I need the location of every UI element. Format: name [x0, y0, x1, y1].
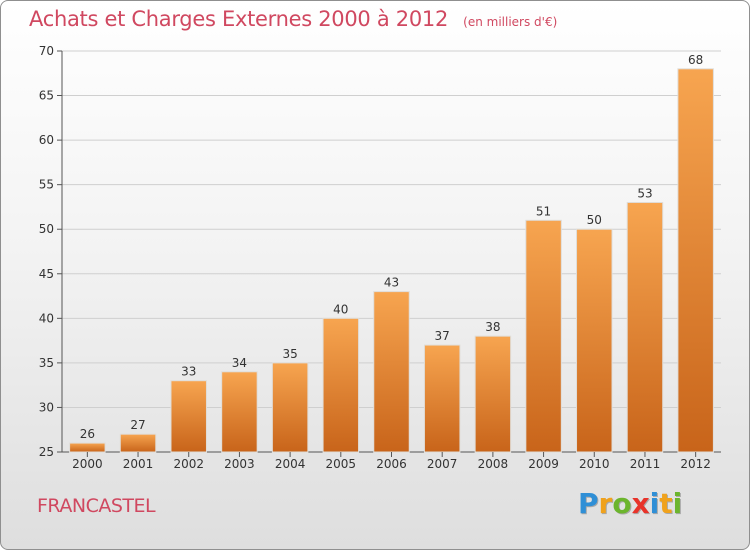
brand-logo: Proxiti [578, 487, 682, 520]
chart-unit-label: (en milliers d'€) [463, 15, 558, 29]
brand-letter: i [672, 487, 683, 520]
x-tick-label-2003: 2003 [224, 457, 255, 471]
x-tick-label-2010: 2010 [579, 457, 610, 471]
data-label-2001: 27 [130, 418, 145, 432]
data-label-2011: 53 [637, 186, 652, 200]
y-tick-label: 60 [39, 133, 54, 147]
y-tick-label: 25 [39, 445, 54, 459]
x-tick-label-2000: 2000 [72, 457, 103, 471]
x-tick-label-2011: 2011 [630, 457, 661, 471]
x-tick-label-2001: 2001 [123, 457, 154, 471]
y-tick-label: 30 [39, 400, 54, 414]
bar-2007 [423, 344, 461, 453]
brand-letter: i [649, 487, 660, 520]
bar-2012 [677, 68, 714, 453]
y-tick-label: 70 [39, 44, 54, 58]
x-tick-label-2002: 2002 [173, 457, 204, 471]
x-tick-label-2007: 2007 [427, 457, 458, 471]
brand-letter: o [612, 487, 632, 520]
data-label-2005: 40 [333, 302, 348, 316]
commune-name: FRANCASTEL [37, 495, 156, 517]
data-label-2012: 68 [688, 53, 703, 67]
brand-letter: t [659, 487, 673, 520]
data-label-2000: 26 [80, 427, 95, 441]
bar-2011 [626, 201, 664, 453]
bar-2003 [221, 371, 258, 453]
x-tick-label-2009: 2009 [528, 457, 559, 471]
brand-letter: P [578, 487, 599, 520]
bar-2010 [576, 228, 613, 453]
bar-2005 [322, 317, 360, 453]
data-label-2010: 50 [587, 213, 602, 227]
data-label-2006: 43 [384, 276, 399, 290]
x-tick-label-2008: 2008 [478, 457, 509, 471]
brand-letter: x [631, 487, 650, 520]
y-tick-label: 50 [39, 222, 54, 236]
y-tick-label: 65 [39, 89, 54, 103]
bar-2000 [69, 442, 106, 453]
y-tick-label: 55 [39, 178, 54, 192]
chart-title: Achats et Charges Externes 2000 à 2012 [29, 7, 449, 31]
bar-2009 [525, 219, 562, 453]
title-row: Achats et Charges Externes 2000 à 2012 (… [29, 7, 557, 31]
y-tick-label: 40 [39, 311, 54, 325]
brand-letter: r [598, 487, 613, 520]
bar-2004 [271, 362, 309, 453]
data-label-2002: 33 [181, 365, 196, 379]
x-tick-label-2005: 2005 [326, 457, 357, 471]
data-label-2007: 37 [435, 329, 450, 343]
data-label-2004: 35 [282, 347, 297, 361]
x-tick-label-2004: 2004 [275, 457, 306, 471]
y-tick-label: 35 [39, 356, 54, 370]
bar-2006 [373, 291, 410, 453]
x-tick-label-2012: 2012 [680, 457, 711, 471]
y-tick-label: 45 [39, 267, 54, 281]
bar-2008 [474, 335, 512, 453]
data-label-2009: 51 [536, 204, 551, 218]
bar-2002 [170, 380, 207, 453]
data-label-2008: 38 [485, 320, 500, 334]
x-tick-label-2006: 2006 [376, 457, 407, 471]
data-label-2003: 34 [232, 356, 247, 370]
bar-2001 [119, 433, 157, 453]
